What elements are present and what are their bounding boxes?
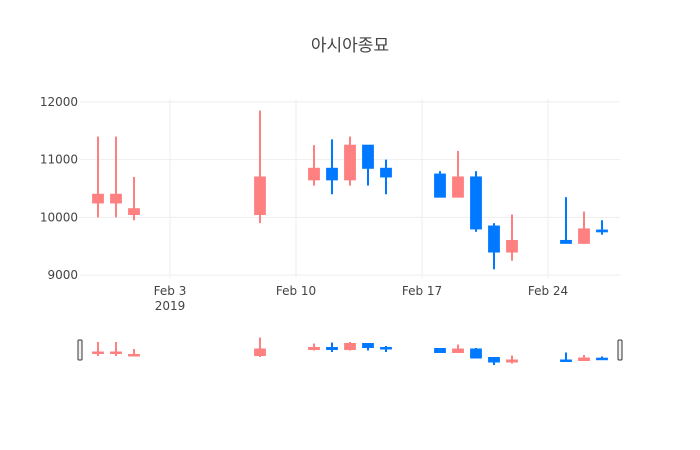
range-slider[interactable]	[77, 337, 623, 366]
candle-mini	[128, 349, 140, 357]
candle-body	[254, 348, 266, 356]
candle[interactable]	[326, 139, 338, 195]
candle[interactable]	[434, 171, 446, 198]
candle-body	[380, 347, 392, 350]
range-slider-candles	[92, 337, 608, 365]
candle-mini	[92, 342, 104, 356]
candle-mini	[380, 346, 392, 352]
candle-body	[452, 176, 464, 198]
candle-mini	[488, 357, 500, 365]
candle-body	[326, 347, 338, 350]
candle-body	[488, 357, 500, 363]
candle[interactable]	[344, 136, 356, 186]
candle[interactable]	[362, 144, 374, 186]
gridlines	[80, 99, 620, 278]
candle-body	[578, 357, 590, 361]
candle-body	[578, 228, 590, 244]
candle[interactable]	[470, 171, 482, 232]
candle-body	[506, 359, 518, 363]
candle-mini	[596, 356, 608, 361]
candle-body	[308, 347, 320, 350]
candle[interactable]	[128, 176, 140, 221]
range-slider-handle-left[interactable]	[77, 339, 83, 361]
candle-body	[344, 343, 356, 350]
candle-mini	[452, 344, 464, 353]
y-tick-label: 9000	[47, 268, 78, 282]
candle-body	[326, 167, 338, 181]
candle[interactable]	[578, 211, 590, 244]
candle[interactable]	[92, 136, 104, 218]
candle-body	[434, 348, 446, 353]
candle-body	[560, 239, 572, 244]
candle-body	[344, 144, 356, 181]
candle-body	[506, 239, 518, 253]
candle-body	[560, 359, 572, 362]
candle-mini	[344, 342, 356, 351]
candle[interactable]	[254, 110, 266, 224]
candle[interactable]	[452, 150, 464, 198]
candle-body	[362, 144, 374, 169]
candle-body	[596, 357, 608, 361]
x-tick-label: Feb 3	[154, 284, 187, 298]
chart-title: 아시아종묘	[311, 36, 389, 56]
candle[interactable]	[506, 214, 518, 261]
candle-mini	[470, 348, 482, 359]
candle-body	[92, 193, 104, 204]
candle-body	[470, 176, 482, 230]
x-tick-sublabel: 2019	[155, 299, 186, 313]
candle-body	[452, 348, 464, 353]
candle[interactable]	[308, 145, 320, 186]
candle-mini	[434, 348, 446, 353]
candle-mini	[506, 355, 518, 364]
candle-body	[488, 225, 500, 253]
candle-body	[434, 173, 446, 198]
candle[interactable]	[380, 159, 392, 195]
candle-body	[596, 229, 608, 233]
candle-mini	[110, 342, 122, 356]
candle[interactable]	[560, 197, 572, 244]
candle-mini	[326, 342, 338, 352]
x-tick-label: Feb 17	[402, 284, 442, 298]
candle-body	[92, 351, 104, 354]
candle[interactable]	[488, 223, 500, 270]
candle-body	[308, 167, 320, 181]
candle[interactable]	[596, 220, 608, 235]
candle-body	[110, 351, 122, 354]
candle-body	[254, 176, 266, 215]
candle[interactable]	[110, 136, 122, 218]
candle-mini	[578, 355, 590, 361]
candle-mini	[362, 343, 374, 351]
candle-body	[110, 193, 122, 204]
candle-body	[380, 167, 392, 178]
candle-body	[362, 343, 374, 348]
candle-mini	[560, 352, 572, 362]
y-axis-ticks: 9000 10000 11000 12000	[40, 95, 78, 282]
range-slider-handle-right[interactable]	[617, 339, 623, 361]
x-tick-label: Feb 24	[528, 284, 568, 298]
y-tick-label: 10000	[40, 210, 78, 224]
candle-mini	[308, 343, 320, 351]
y-tick-label: 12000	[40, 95, 78, 109]
x-tick-label: Feb 10	[276, 284, 316, 298]
candle-body	[128, 208, 140, 215]
y-tick-label: 11000	[40, 153, 78, 167]
candle-mini	[254, 337, 266, 357]
candle-body	[128, 354, 140, 357]
candle-body	[470, 348, 482, 359]
candles[interactable]	[92, 110, 608, 270]
